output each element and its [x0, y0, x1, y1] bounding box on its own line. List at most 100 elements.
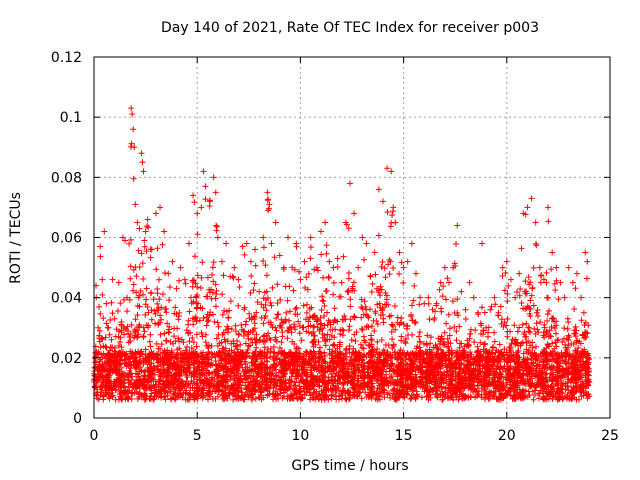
data-point — [130, 287, 137, 294]
data-point — [552, 339, 559, 346]
data-point — [313, 365, 320, 372]
data-point — [250, 384, 257, 391]
data-point — [356, 390, 363, 397]
data-point — [270, 356, 277, 363]
data-point — [125, 339, 132, 346]
data-point — [148, 307, 155, 314]
data-point — [117, 300, 124, 307]
data-point — [321, 352, 328, 359]
data-point — [277, 322, 284, 329]
data-point — [466, 366, 473, 373]
data-point — [556, 363, 563, 370]
data-point — [264, 388, 271, 395]
data-point — [446, 325, 453, 332]
data-point — [566, 368, 573, 375]
data-point — [386, 271, 393, 278]
data-point — [325, 273, 332, 280]
data-point — [543, 344, 550, 351]
data-point — [407, 396, 414, 403]
data-point — [253, 309, 260, 316]
data-point — [496, 341, 503, 348]
data-point — [244, 331, 251, 338]
data-point — [515, 392, 522, 399]
data-point — [164, 366, 171, 373]
data-point — [203, 369, 210, 376]
data-point — [377, 292, 384, 299]
data-point — [105, 374, 112, 381]
data-point — [162, 396, 169, 403]
data-point — [423, 364, 430, 371]
data-point — [292, 326, 299, 333]
data-point — [97, 344, 104, 351]
data-point — [527, 329, 534, 336]
data-point — [197, 284, 204, 291]
data-point — [460, 368, 467, 375]
data-point — [448, 351, 455, 358]
data-point — [363, 381, 370, 388]
data-point — [240, 328, 247, 335]
data-point — [112, 358, 119, 365]
data-point — [253, 339, 260, 346]
data-point — [322, 342, 329, 349]
data-point — [404, 323, 411, 330]
data-point — [454, 312, 461, 319]
data-point — [569, 352, 576, 359]
data-point — [528, 292, 535, 299]
data-point — [502, 270, 509, 277]
data-point — [453, 240, 460, 247]
data-point — [162, 305, 169, 312]
data-point — [448, 385, 455, 392]
data-point — [353, 350, 360, 357]
data-point — [296, 323, 303, 330]
data-point — [548, 323, 555, 330]
data-point — [343, 359, 350, 366]
data-point — [540, 359, 547, 366]
data-point — [562, 386, 569, 393]
data-point — [309, 339, 316, 346]
data-point — [372, 310, 379, 317]
data-point — [329, 391, 336, 398]
data-point — [519, 321, 526, 328]
data-point — [453, 337, 460, 344]
data-point — [166, 297, 173, 304]
data-point — [262, 313, 269, 320]
data-point — [439, 396, 446, 403]
data-point — [193, 350, 200, 357]
data-point — [368, 383, 375, 390]
data-point — [246, 310, 253, 317]
data-point — [152, 310, 159, 317]
data-point — [308, 304, 315, 311]
data-point — [464, 337, 471, 344]
data-point — [166, 284, 173, 291]
data-point — [318, 326, 325, 333]
data-point — [145, 353, 152, 360]
data-point — [555, 336, 562, 343]
data-point — [404, 391, 411, 398]
data-point — [381, 394, 388, 401]
data-point — [481, 309, 488, 316]
data-point — [153, 266, 160, 273]
data-point — [559, 353, 566, 360]
data-point — [382, 357, 389, 364]
data-point — [230, 396, 237, 403]
data-point — [163, 337, 170, 344]
data-point — [525, 347, 532, 354]
data-point — [185, 317, 192, 324]
data-point — [294, 344, 301, 351]
data-point — [257, 337, 264, 344]
data-point — [339, 380, 346, 387]
data-point — [360, 333, 367, 340]
data-point — [124, 388, 131, 395]
data-point — [518, 340, 525, 347]
data-point — [332, 373, 339, 380]
data-point — [253, 344, 260, 351]
data-point — [131, 328, 138, 335]
data-point — [423, 386, 430, 393]
data-point — [396, 270, 403, 277]
data-point — [542, 371, 549, 378]
data-point — [269, 363, 276, 370]
data-point — [368, 337, 375, 344]
data-point — [303, 348, 310, 355]
data-point — [397, 320, 404, 327]
data-point — [242, 340, 249, 347]
